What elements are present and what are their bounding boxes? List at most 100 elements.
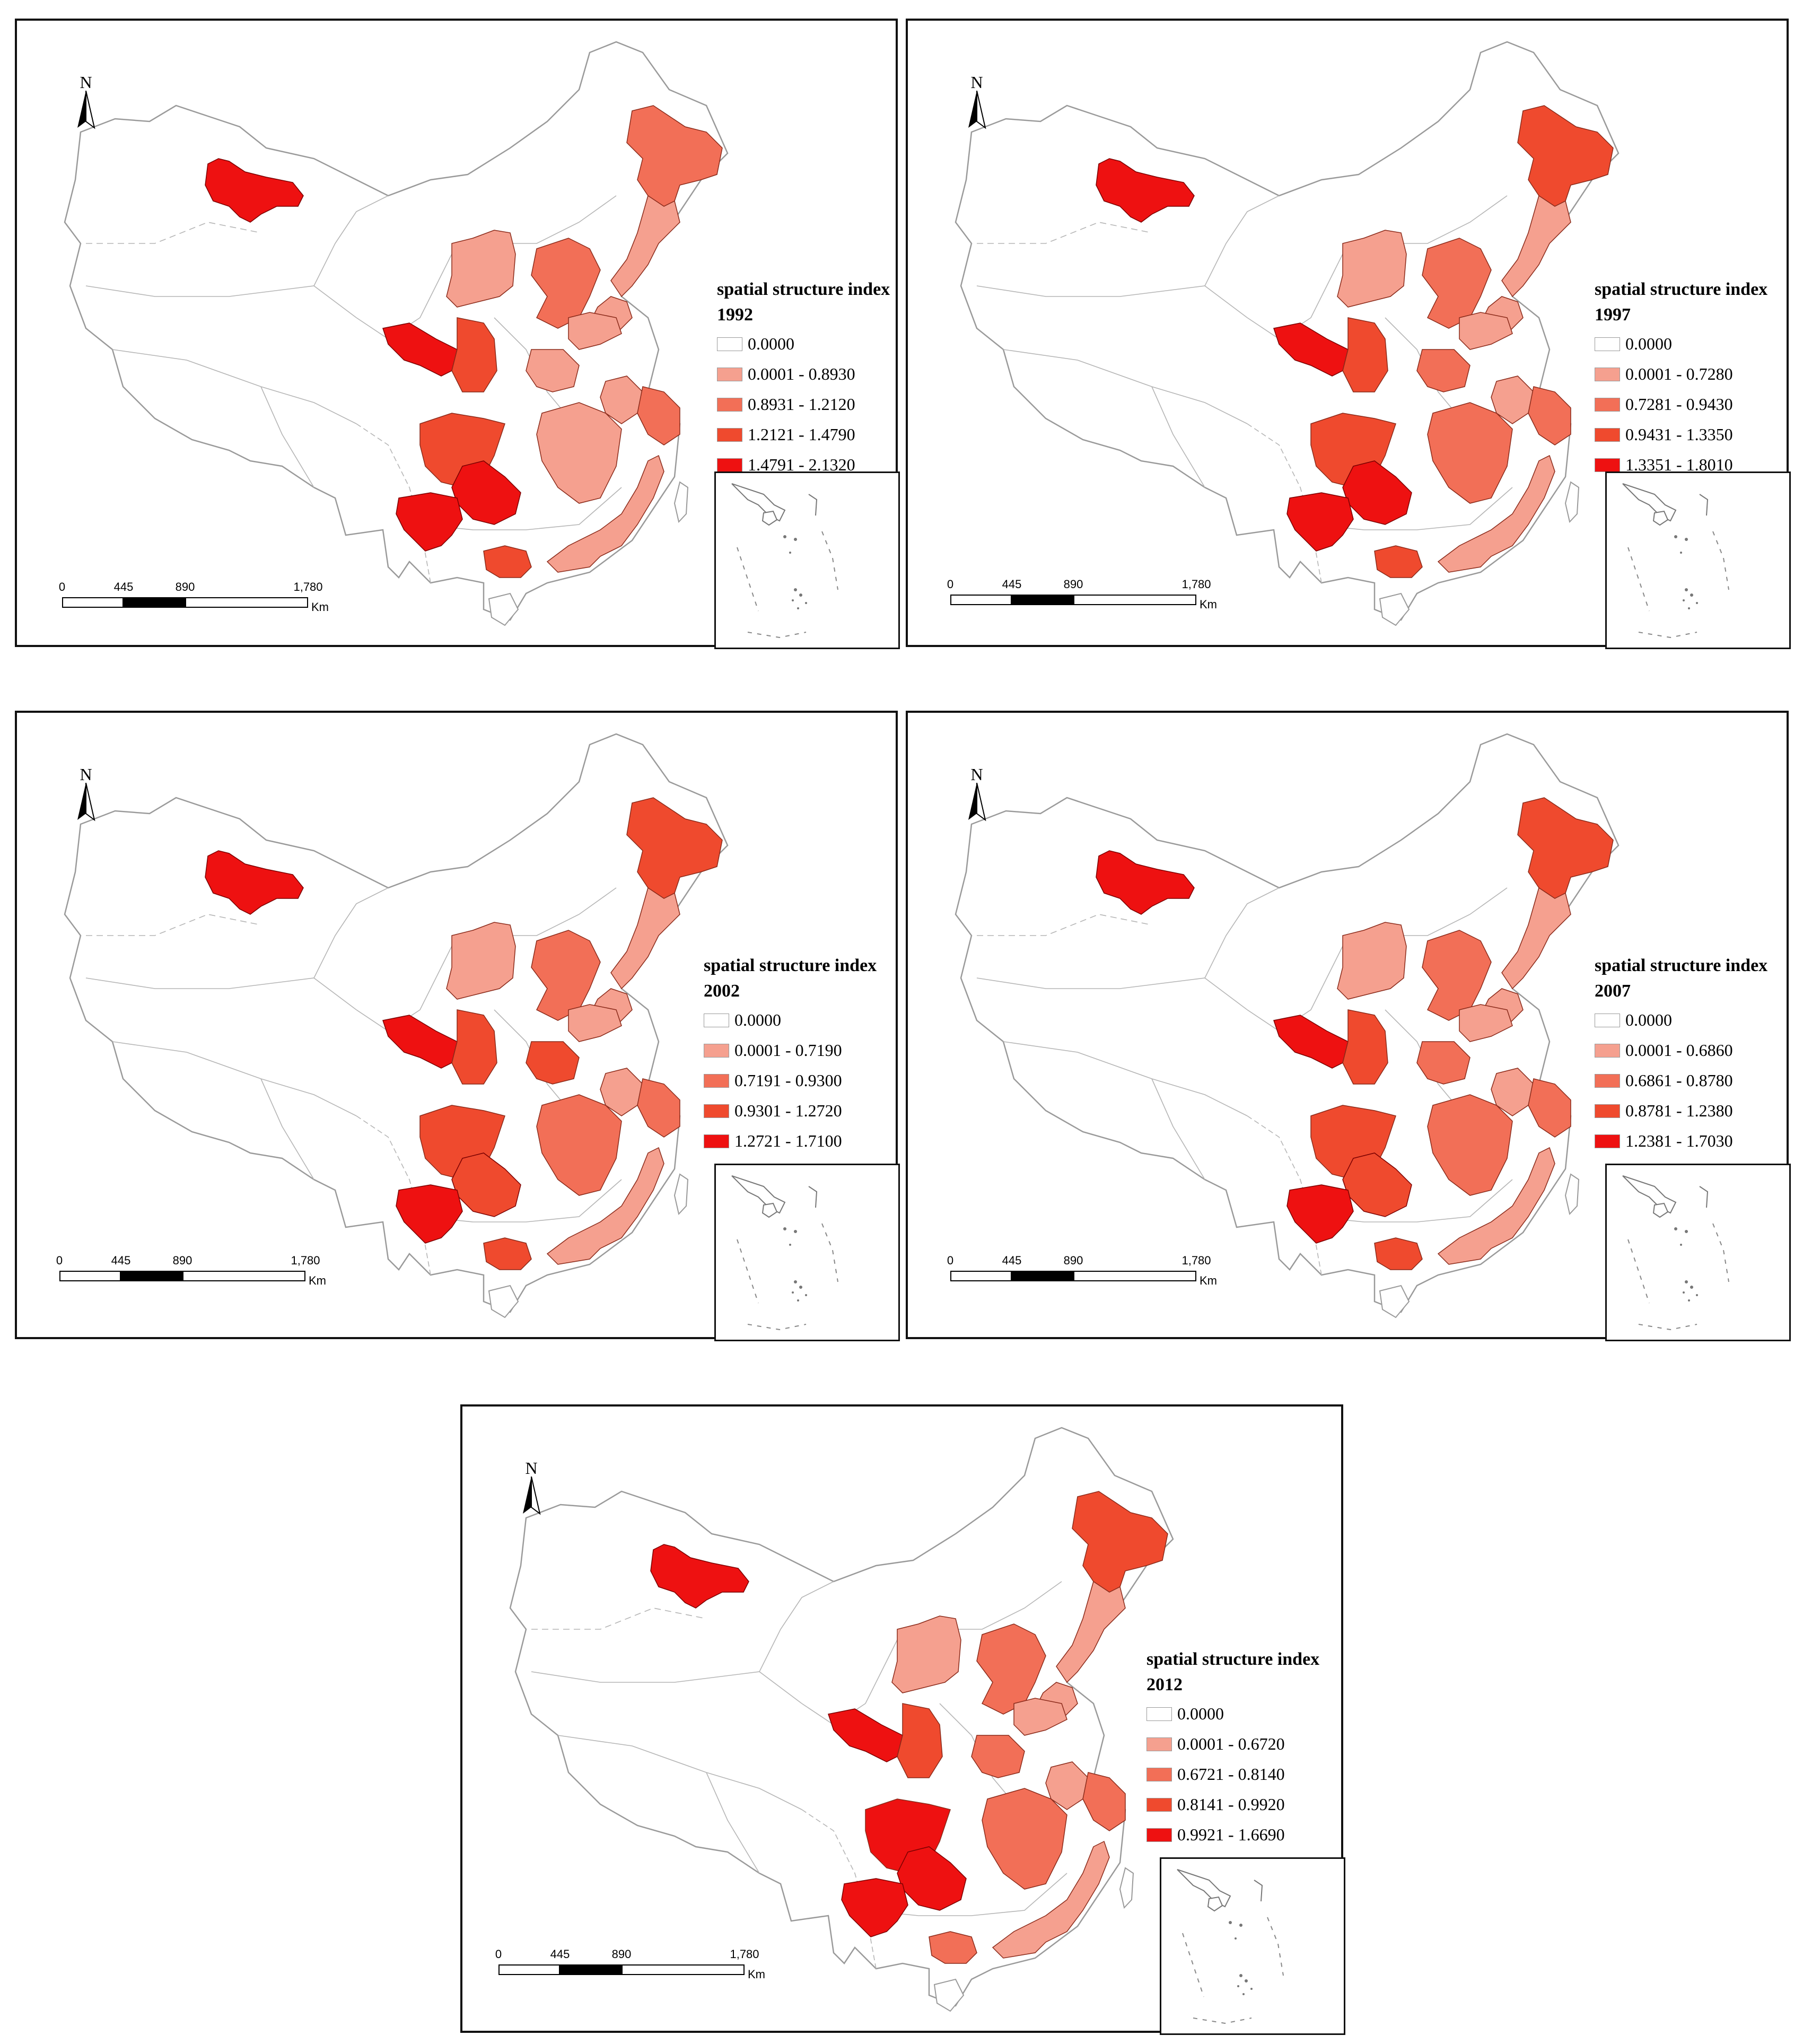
legend-label: 0.0000 [748, 334, 794, 353]
region-chongqing-guizhou [1342, 1152, 1412, 1217]
region-zhejiang [1528, 386, 1571, 446]
legend-label: 0.9921 - 1.6690 [1177, 1825, 1285, 1844]
legend-label: 0.8781 - 1.2380 [1625, 1101, 1733, 1120]
region-jilin-liaoning [1501, 887, 1571, 990]
region-inner-mongolia [891, 1615, 961, 1693]
region-gansu [828, 1708, 903, 1762]
legend-label: 0.0001 - 0.8930 [748, 364, 855, 383]
north-arrow-icon [968, 782, 986, 822]
legend-label: 0.7281 - 0.9430 [1625, 395, 1733, 414]
legend-item: 0.7281 - 0.9430 [1595, 389, 1796, 420]
legend-label: 1.4791 - 2.1320 [748, 455, 855, 474]
legend-item: 0.9431 - 1.3350 [1595, 420, 1796, 450]
scale-tick: 0 [58, 580, 66, 593]
map-panel-2002: N spatial structure index 2002 0.0000 0.… [15, 711, 900, 1341]
legend-item: 0.8931 - 1.2120 [717, 389, 918, 420]
north-arrow-icon [77, 782, 95, 822]
legend-swatch [1595, 458, 1620, 472]
scale-bar: 0 445 890 1,780 Km [56, 1254, 335, 1291]
region-yunnan [841, 1878, 908, 1937]
scale-unit: Km [1200, 598, 1217, 611]
inset-map [731, 483, 838, 639]
region-inner-mongolia [1337, 230, 1407, 308]
legend-label: 1.2121 - 1.4790 [748, 425, 855, 444]
map-panel-2007: N spatial structure index 2007 0.0000 0.… [906, 711, 1791, 1341]
map-panel-2012: N spatial structure index 2012 0.0000 0.… [460, 1404, 1345, 2035]
hainan-outline [488, 592, 519, 626]
region-henan [971, 1735, 1025, 1778]
scale-bar: 0 445 890 1,780 Km [947, 1254, 1226, 1291]
legend-title: spatial structure index [717, 279, 890, 299]
scale-tick: 1,780 [730, 1947, 759, 1961]
scale-tick: 1,780 [1181, 578, 1211, 591]
legend-label: 0.0001 - 0.6860 [1625, 1041, 1733, 1060]
region-inner-mongolia [1337, 922, 1407, 1000]
region-fujian [1437, 1147, 1555, 1265]
legend-year: 1992 [717, 305, 753, 325]
scale-bar: 0 445 890 1,780 Km [495, 1947, 774, 1985]
region-shaanxi [1342, 317, 1388, 392]
legend-label: 0.0001 - 0.7280 [1625, 364, 1733, 383]
south-china-sea-inset [1605, 471, 1791, 649]
china-province-map [509, 1427, 1174, 2012]
region-henan [526, 1041, 580, 1085]
legend-item: 1.2121 - 1.4790 [717, 420, 918, 450]
region-shaanxi [451, 1009, 497, 1085]
hainan-outline [488, 1285, 519, 1318]
map-panel-1997: N spatial structure index 1997 0.0000 0.… [906, 19, 1791, 649]
taiwan-outline [673, 481, 689, 523]
inset-map [731, 1175, 838, 1331]
legend-item: 0.0000 [1595, 329, 1796, 359]
scale-segment [1012, 1271, 1073, 1281]
region-jiangsu-anhui [600, 375, 643, 424]
scale-tick: 1,780 [291, 1254, 320, 1267]
region-shaanxi [451, 317, 497, 392]
region-chongqing-guizhou [451, 460, 521, 525]
legend-swatch [1146, 1737, 1172, 1751]
scale-unit: Km [311, 600, 329, 614]
legend-label: 0.0000 [1177, 1704, 1224, 1723]
south-china-sea-inset [1160, 1857, 1345, 2035]
hainan-outline [933, 1978, 965, 2012]
region-jilin-liaoning [610, 887, 680, 990]
north-arrow-icon [523, 1476, 541, 1515]
legend-item: 0.8141 - 0.9920 [1146, 1789, 1348, 1820]
region-hubei-hunan [536, 402, 622, 504]
region-xinjiang-north [205, 158, 304, 223]
scale-segment [62, 597, 124, 608]
region-inner-mongolia [446, 922, 516, 1000]
hainan-outline [1379, 1285, 1410, 1318]
south-china-sea-inset [714, 471, 900, 649]
region-henan [1416, 1041, 1471, 1085]
scale-segment [59, 1271, 121, 1281]
legend-swatch [717, 427, 742, 442]
legend-item: 0.9921 - 1.6690 [1146, 1820, 1348, 1850]
legend-swatch [717, 367, 742, 381]
north-label: N [80, 765, 92, 784]
inset-map [1177, 1869, 1284, 2024]
region-fujian [1437, 455, 1555, 573]
taiwan-outline [1564, 1173, 1580, 1216]
region-zhejiang [637, 1078, 680, 1138]
scale-unit: Km [309, 1274, 326, 1287]
legend-swatch [1595, 1013, 1620, 1027]
north-arrow: N [961, 74, 993, 136]
taiwan-outline [673, 1173, 689, 1216]
legend-title: spatial structure index [1595, 279, 1768, 299]
region-chongqing-guizhou [451, 1152, 521, 1217]
legend-swatch [704, 1134, 729, 1148]
north-arrow-icon [77, 90, 95, 129]
region-guangxi [929, 1931, 977, 1964]
region-shaanxi [1342, 1009, 1388, 1085]
legend-label: 0.9431 - 1.3350 [1625, 425, 1733, 444]
region-jiangsu-anhui [1491, 1068, 1534, 1116]
region-jiangsu-anhui [1491, 375, 1534, 424]
region-jiangsu-anhui [1045, 1761, 1089, 1810]
north-label: N [80, 73, 92, 92]
legend-year: 2002 [704, 981, 740, 1001]
taiwan-outline [1564, 481, 1580, 523]
scale-tick: 890 [1063, 578, 1083, 591]
north-arrow: N [961, 766, 993, 828]
region-jilin-liaoning [610, 195, 680, 298]
region-gansu [382, 1015, 458, 1069]
